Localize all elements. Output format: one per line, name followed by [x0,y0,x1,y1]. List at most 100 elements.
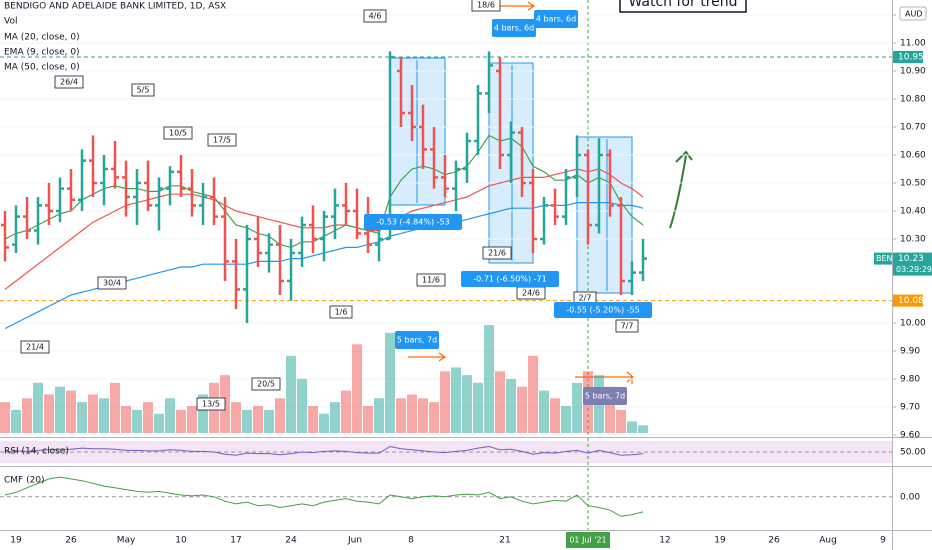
trend-arrow [669,150,693,229]
measure-label-box [461,271,559,287]
volume-bar [407,394,417,433]
volume-bar [374,398,384,433]
countdown: 03:29:29 [896,265,932,274]
date-label: 24/6 [522,289,540,298]
date-label: 21/6 [488,249,506,258]
volume-bar [517,386,527,433]
date-label: 10/5 [169,129,187,138]
date-label-box [207,133,237,147]
date-label-box [416,273,446,287]
volume-bar [275,398,285,433]
x-tick-label: Aug [819,536,837,546]
volume-bar [165,398,175,433]
pane-title: CMF (20) [4,476,45,486]
x-tick-label: 24 [285,536,297,546]
indicator-line [4,445,644,456]
level-label: 10.95 [898,53,924,63]
date-label: 13/5 [202,400,220,409]
date-label: 11/6 [422,276,440,285]
duration-label-box [395,331,439,349]
volume-bar [198,394,208,433]
volume-bar [187,406,197,433]
volume-bar [143,402,153,433]
duration-label: 4 bars, 6d [536,15,576,24]
date-label-box [131,83,155,97]
date-label: 20/5 [257,380,275,389]
date-label-box [329,305,353,319]
volume-bar [495,371,505,433]
date-label-box [97,276,127,290]
volume-bar [121,406,131,433]
duration-label: 5 bars, 7d [397,336,437,345]
duration-label-box [534,10,578,28]
x-tick-label: 01 Jul '21 [569,536,606,545]
y-tick-label: 9.60 [900,431,920,441]
measure-label: -0.71 (-6.50%) -71 [473,275,546,284]
currency-box [899,6,927,21]
date-label-box [20,340,50,354]
volume-bar [154,413,164,433]
measure-label-box [554,302,652,318]
last-tag [893,252,932,276]
volume-bar [330,402,340,433]
y-tick-label: 10.90 [900,67,926,77]
x-tick-label: 9 [880,536,886,546]
last-tag [874,252,892,265]
date-label: 18/6 [477,1,495,10]
volume-bar [242,409,252,433]
volume-bar [638,425,648,433]
volume-bar [550,398,560,433]
volume-bar [352,344,362,433]
y-tick-label: 9.80 [900,375,920,385]
y-tick-label: 10.60 [900,151,926,161]
date-label-box [363,9,387,23]
volume-bar [440,371,450,433]
y-tick-label: 9.90 [900,347,920,357]
x-tick-label: 21 [499,536,510,546]
volume-bar [616,409,626,433]
volume-bar [99,398,109,433]
y-tick-label: 10.50 [900,179,926,189]
x-tick-label: May [117,536,136,546]
measure-box [576,136,633,294]
currency: AUD [905,10,923,19]
measure-label: -0.53 (-4.84%) -53 [376,218,449,227]
measure-boxes [389,57,633,294]
x-tick-label: 17 [230,536,241,546]
duration-label: 5 bars, 7d [585,392,625,401]
volume-bar [110,382,120,433]
volume-bar [462,375,472,433]
date-label-box [482,246,512,260]
date-label: 1/6 [335,308,348,317]
date-label: 4/6 [369,12,382,21]
volume-bar [396,398,406,433]
volume-bar [33,382,43,433]
date-label-box [251,377,281,391]
last-value: 10.23 [898,254,924,264]
volume-bar [11,409,21,433]
date-label-box [196,397,226,411]
pane-title: RSI (14, close) [4,447,69,457]
volume-bar [66,390,76,433]
x-tick-label: 26 [768,536,780,546]
volume-bar [572,382,582,433]
volume-bar [132,409,142,433]
x-tick-label: 10 [175,536,187,546]
x-tick-label: 26 [65,536,77,546]
volume-bar [319,413,329,433]
volume-bar [385,332,395,433]
volume-bar [231,402,241,433]
volume-bar [539,390,549,433]
note-box [619,0,747,13]
volume-bar [528,355,538,433]
measure-label: -0.55 (-5.20%) -55 [566,306,639,315]
volume-bar [561,406,571,433]
date-label-box [615,319,639,333]
volume-bar [473,382,483,433]
legend-entry: Vol [4,17,17,27]
y-tick-label: 50.00 [900,448,926,458]
volume-bar [429,402,439,433]
legend-entry: MA (20, close, 0) [4,33,80,43]
volume-bar [176,409,186,433]
x-tick-label: Jun [347,536,362,546]
